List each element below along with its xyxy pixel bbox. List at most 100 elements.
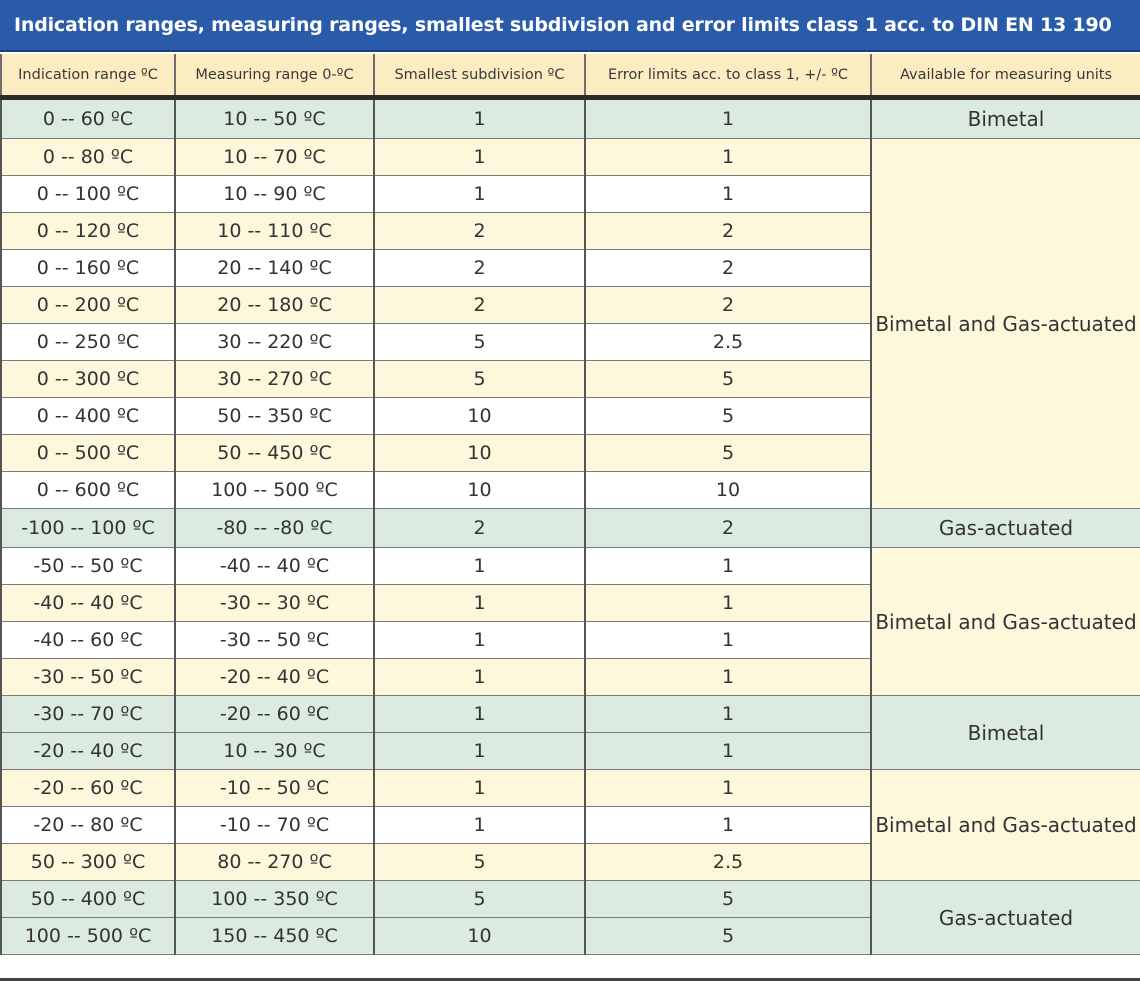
measuring-range-cell: -30 -- 30 ºC (174, 584, 375, 622)
subdivision-cell: 1 (373, 732, 586, 770)
indication-range-cell: 0 -- 250 ºC (0, 323, 176, 361)
indication-range-cell: -30 -- 70 ºC (0, 695, 176, 733)
subdivision-cell: 1 (373, 806, 586, 844)
table-row: -20 -- 40 ºC 10 -- 30 ºC 1 1 (0, 732, 1140, 770)
measuring-range-cell: -30 -- 50 ºC (174, 621, 375, 659)
indication-range-cell: -50 -- 50 ºC (0, 547, 176, 585)
header-error-limits: Error limits acc. to class 1, +/- ºC (584, 54, 872, 100)
available-units-cell: Bimetal (870, 695, 1140, 770)
indication-range-cell: 50 -- 300 ºC (0, 843, 176, 881)
measuring-range-cell: 10 -- 50 ºC (174, 97, 375, 139)
error-limit-cell: 5 (584, 880, 872, 918)
table-row: 50 -- 400 ºC 100 -- 350 ºC 5 5 Gas-actuated (0, 880, 1140, 955)
subdivision-cell: 1 (373, 97, 586, 139)
indication-range-cell: 0 -- 60 ºC (0, 97, 176, 139)
error-limit-cell: 2 (584, 212, 872, 250)
table-row: 100 -- 500 ºC 150 -- 450 ºC 10 5 (0, 917, 1140, 955)
table-row: -20 -- 60 ºC -10 -- 50 ºC 1 1 Bimetal and Ga… (0, 769, 1140, 881)
measuring-range-cell: -20 -- 40 ºC (174, 658, 375, 696)
indication-range-cell: 0 -- 160 ºC (0, 249, 176, 287)
table-row: 0 -- 120 ºC 10 -- 110 ºC 2 2 (0, 212, 1140, 250)
measuring-range-cell: 20 -- 180 ºC (174, 286, 375, 324)
table-row: -20 -- 80 ºC -10 -- 70 ºC 1 1 (0, 806, 1140, 844)
subdivision-cell: 2 (373, 286, 586, 324)
subdivision-cell: 1 (373, 769, 586, 807)
subdivision-cell: 1 (373, 547, 586, 585)
measuring-range-cell: 150 -- 450 ºC (174, 917, 375, 955)
error-limit-cell: 5 (584, 917, 872, 955)
header-available-units: Available for measuring units (870, 54, 1140, 100)
indication-range-cell: 0 -- 400 ºC (0, 397, 176, 435)
error-limit-cell: 1 (584, 584, 872, 622)
indication-range-cell: -20 -- 40 ºC (0, 732, 176, 770)
subdivision-cell: 10 (373, 397, 586, 435)
indication-range-cell: 0 -- 300 ºC (0, 360, 176, 398)
error-limit-cell: 5 (584, 360, 872, 398)
measuring-ranges-table: Indication range ºC Measuring range 0-ºC… (0, 54, 1140, 955)
subdivision-cell: 1 (373, 695, 586, 733)
table-row: 0 -- 200 ºC 20 -- 180 ºC 2 2 (0, 286, 1140, 324)
subdivision-cell: 1 (373, 658, 586, 696)
indication-range-cell: 0 -- 100 ºC (0, 175, 176, 213)
header-smallest-subdivision: Smallest subdivision ºC (373, 54, 586, 100)
subdivision-cell: 5 (373, 323, 586, 361)
indication-range-cell: 0 -- 80 ºC (0, 138, 176, 176)
indication-range-cell: -40 -- 60 ºC (0, 621, 176, 659)
table-row: 0 -- 400 ºC 50 -- 350 ºC 10 5 (0, 397, 1140, 435)
measuring-range-cell: 10 -- 110 ºC (174, 212, 375, 250)
indication-range-cell: 0 -- 200 ºC (0, 286, 176, 324)
error-limit-cell: 5 (584, 434, 872, 472)
table-row: 0 -- 300 ºC 30 -- 270 ºC 5 5 (0, 360, 1140, 398)
indication-range-cell: -20 -- 80 ºC (0, 806, 176, 844)
error-limit-cell: 5 (584, 397, 872, 435)
error-limit-cell: 1 (584, 769, 872, 807)
table-row: 50 -- 300 ºC 80 -- 270 ºC 5 2.5 (0, 843, 1140, 881)
table-row: 0 -- 60 ºC 10 -- 50 ºC 1 1 Bimetal (0, 97, 1140, 139)
subdivision-cell: 1 (373, 584, 586, 622)
table-row: 0 -- 500 ºC 50 -- 450 ºC 10 5 (0, 434, 1140, 472)
indication-range-cell: -30 -- 50 ºC (0, 658, 176, 696)
subdivision-cell: 2 (373, 249, 586, 287)
measuring-range-cell: 10 -- 90 ºC (174, 175, 375, 213)
table-row: 0 -- 80 ºC 10 -- 70 ºC 1 1 Bimetal and Gas-a… (0, 138, 1140, 509)
error-limit-cell: 10 (584, 471, 872, 509)
available-units-cell: Bimetal and Gas-actuated (870, 769, 1140, 881)
indication-range-cell: -20 -- 60 ºC (0, 769, 176, 807)
error-limit-cell: 1 (584, 732, 872, 770)
table-row: -50 -- 50 ºC -40 -- 40 ºC 1 1 Bimetal and Ga… (0, 547, 1140, 696)
error-limit-cell: 2 (584, 286, 872, 324)
header-indication-range: Indication range ºC (0, 54, 176, 100)
measuring-range-cell: 30 -- 220 ºC (174, 323, 375, 361)
error-limit-cell: 1 (584, 806, 872, 844)
error-limit-cell: 1 (584, 97, 872, 139)
error-limit-cell: 2 (584, 249, 872, 287)
indication-range-cell: 0 -- 600 ºC (0, 471, 176, 509)
subdivision-cell: 5 (373, 880, 586, 918)
subdivision-cell: 1 (373, 621, 586, 659)
measuring-range-cell: 10 -- 70 ºC (174, 138, 375, 176)
indication-range-cell: 100 -- 500 ºC (0, 917, 176, 955)
header-row: Indication range ºC Measuring range 0-ºC… (0, 54, 1140, 100)
error-limit-cell: 2.5 (584, 323, 872, 361)
indication-range-cell: 50 -- 400 ºC (0, 880, 176, 918)
table-bottom-border (0, 978, 1140, 981)
indication-range-cell: -40 -- 40 ºC (0, 584, 176, 622)
table-row: -30 -- 70 ºC -20 -- 60 ºC 1 1 Bimetal (0, 695, 1140, 770)
indication-range-cell: -100 -- 100 ºC (0, 508, 176, 548)
measuring-range-cell: 20 -- 140 ºC (174, 249, 375, 287)
error-limit-cell: 1 (584, 695, 872, 733)
table-row: 0 -- 250 ºC 30 -- 220 ºC 5 2.5 (0, 323, 1140, 361)
subdivision-cell: 10 (373, 471, 586, 509)
measuring-range-cell: -40 -- 40 ºC (174, 547, 375, 585)
error-limit-cell: 1 (584, 621, 872, 659)
available-units-cell: Bimetal and Gas-actuated (870, 138, 1140, 509)
measuring-range-cell: 30 -- 270 ºC (174, 360, 375, 398)
subdivision-cell: 2 (373, 508, 586, 548)
available-units-cell: Gas-actuated (870, 880, 1140, 955)
measuring-range-cell: -20 -- 60 ºC (174, 695, 375, 733)
subdivision-cell: 2 (373, 212, 586, 250)
subdivision-cell: 1 (373, 138, 586, 176)
measuring-range-cell: 50 -- 450 ºC (174, 434, 375, 472)
subdivision-cell: 5 (373, 360, 586, 398)
measuring-range-cell: 10 -- 30 ºC (174, 732, 375, 770)
